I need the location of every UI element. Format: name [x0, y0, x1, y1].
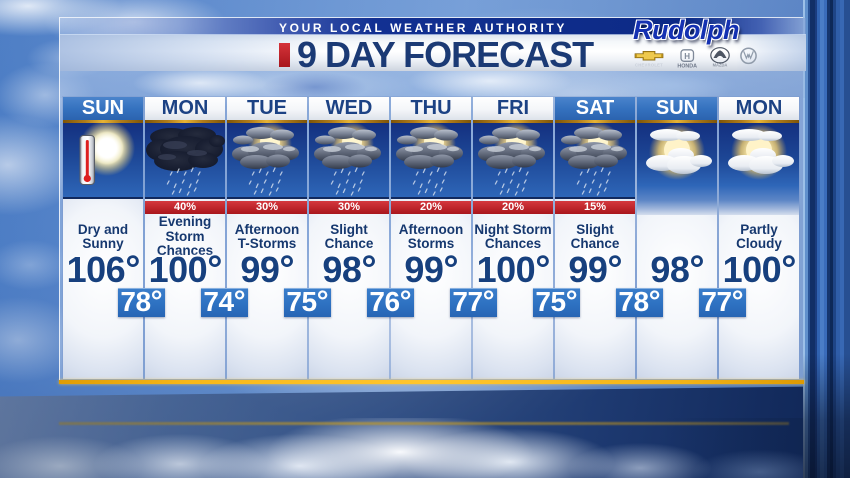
svg-text:H: H — [684, 52, 690, 61]
svg-text:HONDA: HONDA — [677, 63, 697, 69]
svg-text:MAZDA: MAZDA — [713, 63, 728, 68]
svg-text:CHEVROLET: CHEVROLET — [635, 62, 663, 67]
